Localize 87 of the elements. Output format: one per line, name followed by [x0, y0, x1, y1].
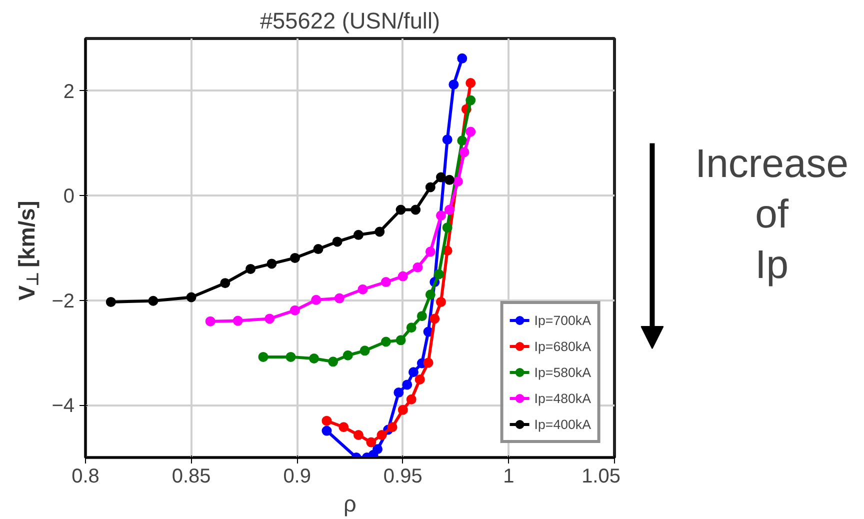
y-tick-label: −4 — [52, 395, 75, 418]
point — [220, 278, 230, 288]
point — [338, 422, 349, 432]
point — [423, 358, 434, 368]
point — [466, 78, 476, 88]
y-axis-title: V⊥ [km/s] — [14, 200, 42, 300]
x-tick-label: 1 — [503, 466, 514, 488]
legend-label: Ip=580kA — [534, 364, 591, 380]
point — [414, 374, 425, 384]
point — [264, 314, 275, 324]
point — [425, 290, 436, 300]
point — [425, 246, 436, 257]
point — [380, 336, 391, 347]
point — [290, 252, 300, 263]
x-tick-label: 0.95 — [383, 466, 422, 488]
chart-title: #55622 (USN/full) — [260, 8, 440, 34]
point — [430, 314, 440, 324]
point — [412, 262, 423, 272]
point — [290, 305, 300, 316]
point — [387, 422, 398, 432]
point — [448, 80, 459, 90]
point — [406, 394, 416, 404]
y-tick-label: 0 — [63, 186, 74, 208]
x-tick-label: 0.8 — [72, 466, 100, 488]
point — [311, 294, 322, 305]
y-tick-label: −2 — [52, 290, 75, 312]
point — [444, 204, 454, 215]
y-tick-label: 2 — [63, 80, 74, 103]
point — [396, 335, 406, 346]
point — [457, 53, 468, 64]
point — [410, 204, 421, 215]
point — [246, 264, 256, 274]
legend-label: Ip=700kA — [534, 312, 591, 328]
point — [408, 367, 418, 378]
x-tick-label: 0.9 — [283, 466, 312, 488]
point — [436, 172, 446, 182]
point — [444, 174, 454, 185]
point — [322, 416, 332, 426]
point — [328, 356, 338, 367]
point — [466, 126, 476, 137]
point — [366, 437, 376, 448]
x-tick-label: 0.85 — [172, 466, 211, 488]
point — [342, 350, 353, 360]
point — [322, 426, 332, 436]
point — [232, 316, 243, 326]
point — [266, 258, 277, 269]
legend-label: Ip=480kA — [534, 390, 591, 406]
point — [186, 292, 196, 302]
point — [394, 388, 404, 398]
point — [425, 182, 436, 192]
point — [434, 269, 444, 280]
point — [452, 176, 463, 186]
point — [332, 236, 342, 247]
point — [376, 430, 387, 440]
point — [334, 293, 344, 304]
point — [436, 210, 446, 221]
point — [358, 284, 368, 294]
point — [258, 352, 268, 362]
x-tick-label: 1.05 — [582, 466, 621, 488]
x-axis-title: ρ — [344, 490, 356, 516]
point — [416, 311, 427, 322]
point — [466, 95, 476, 106]
point — [380, 277, 391, 288]
legend-label: Ip=680kA — [534, 338, 591, 354]
point — [402, 380, 412, 390]
point — [436, 296, 446, 307]
point — [353, 230, 364, 240]
point — [406, 322, 416, 333]
point — [398, 404, 408, 415]
point — [313, 244, 324, 254]
point — [459, 147, 470, 158]
point — [286, 352, 296, 362]
point — [353, 430, 364, 440]
point — [372, 444, 383, 454]
point — [374, 226, 385, 237]
point — [396, 204, 406, 215]
point — [106, 296, 116, 307]
point — [442, 222, 452, 233]
point — [442, 134, 452, 145]
point — [309, 354, 320, 364]
point — [148, 296, 158, 306]
text: Increase of Ip — [695, 142, 848, 288]
point — [457, 136, 468, 146]
point — [360, 346, 370, 356]
point — [398, 271, 408, 282]
legend-label: Ip=400kA — [534, 416, 591, 432]
point — [205, 316, 216, 326]
